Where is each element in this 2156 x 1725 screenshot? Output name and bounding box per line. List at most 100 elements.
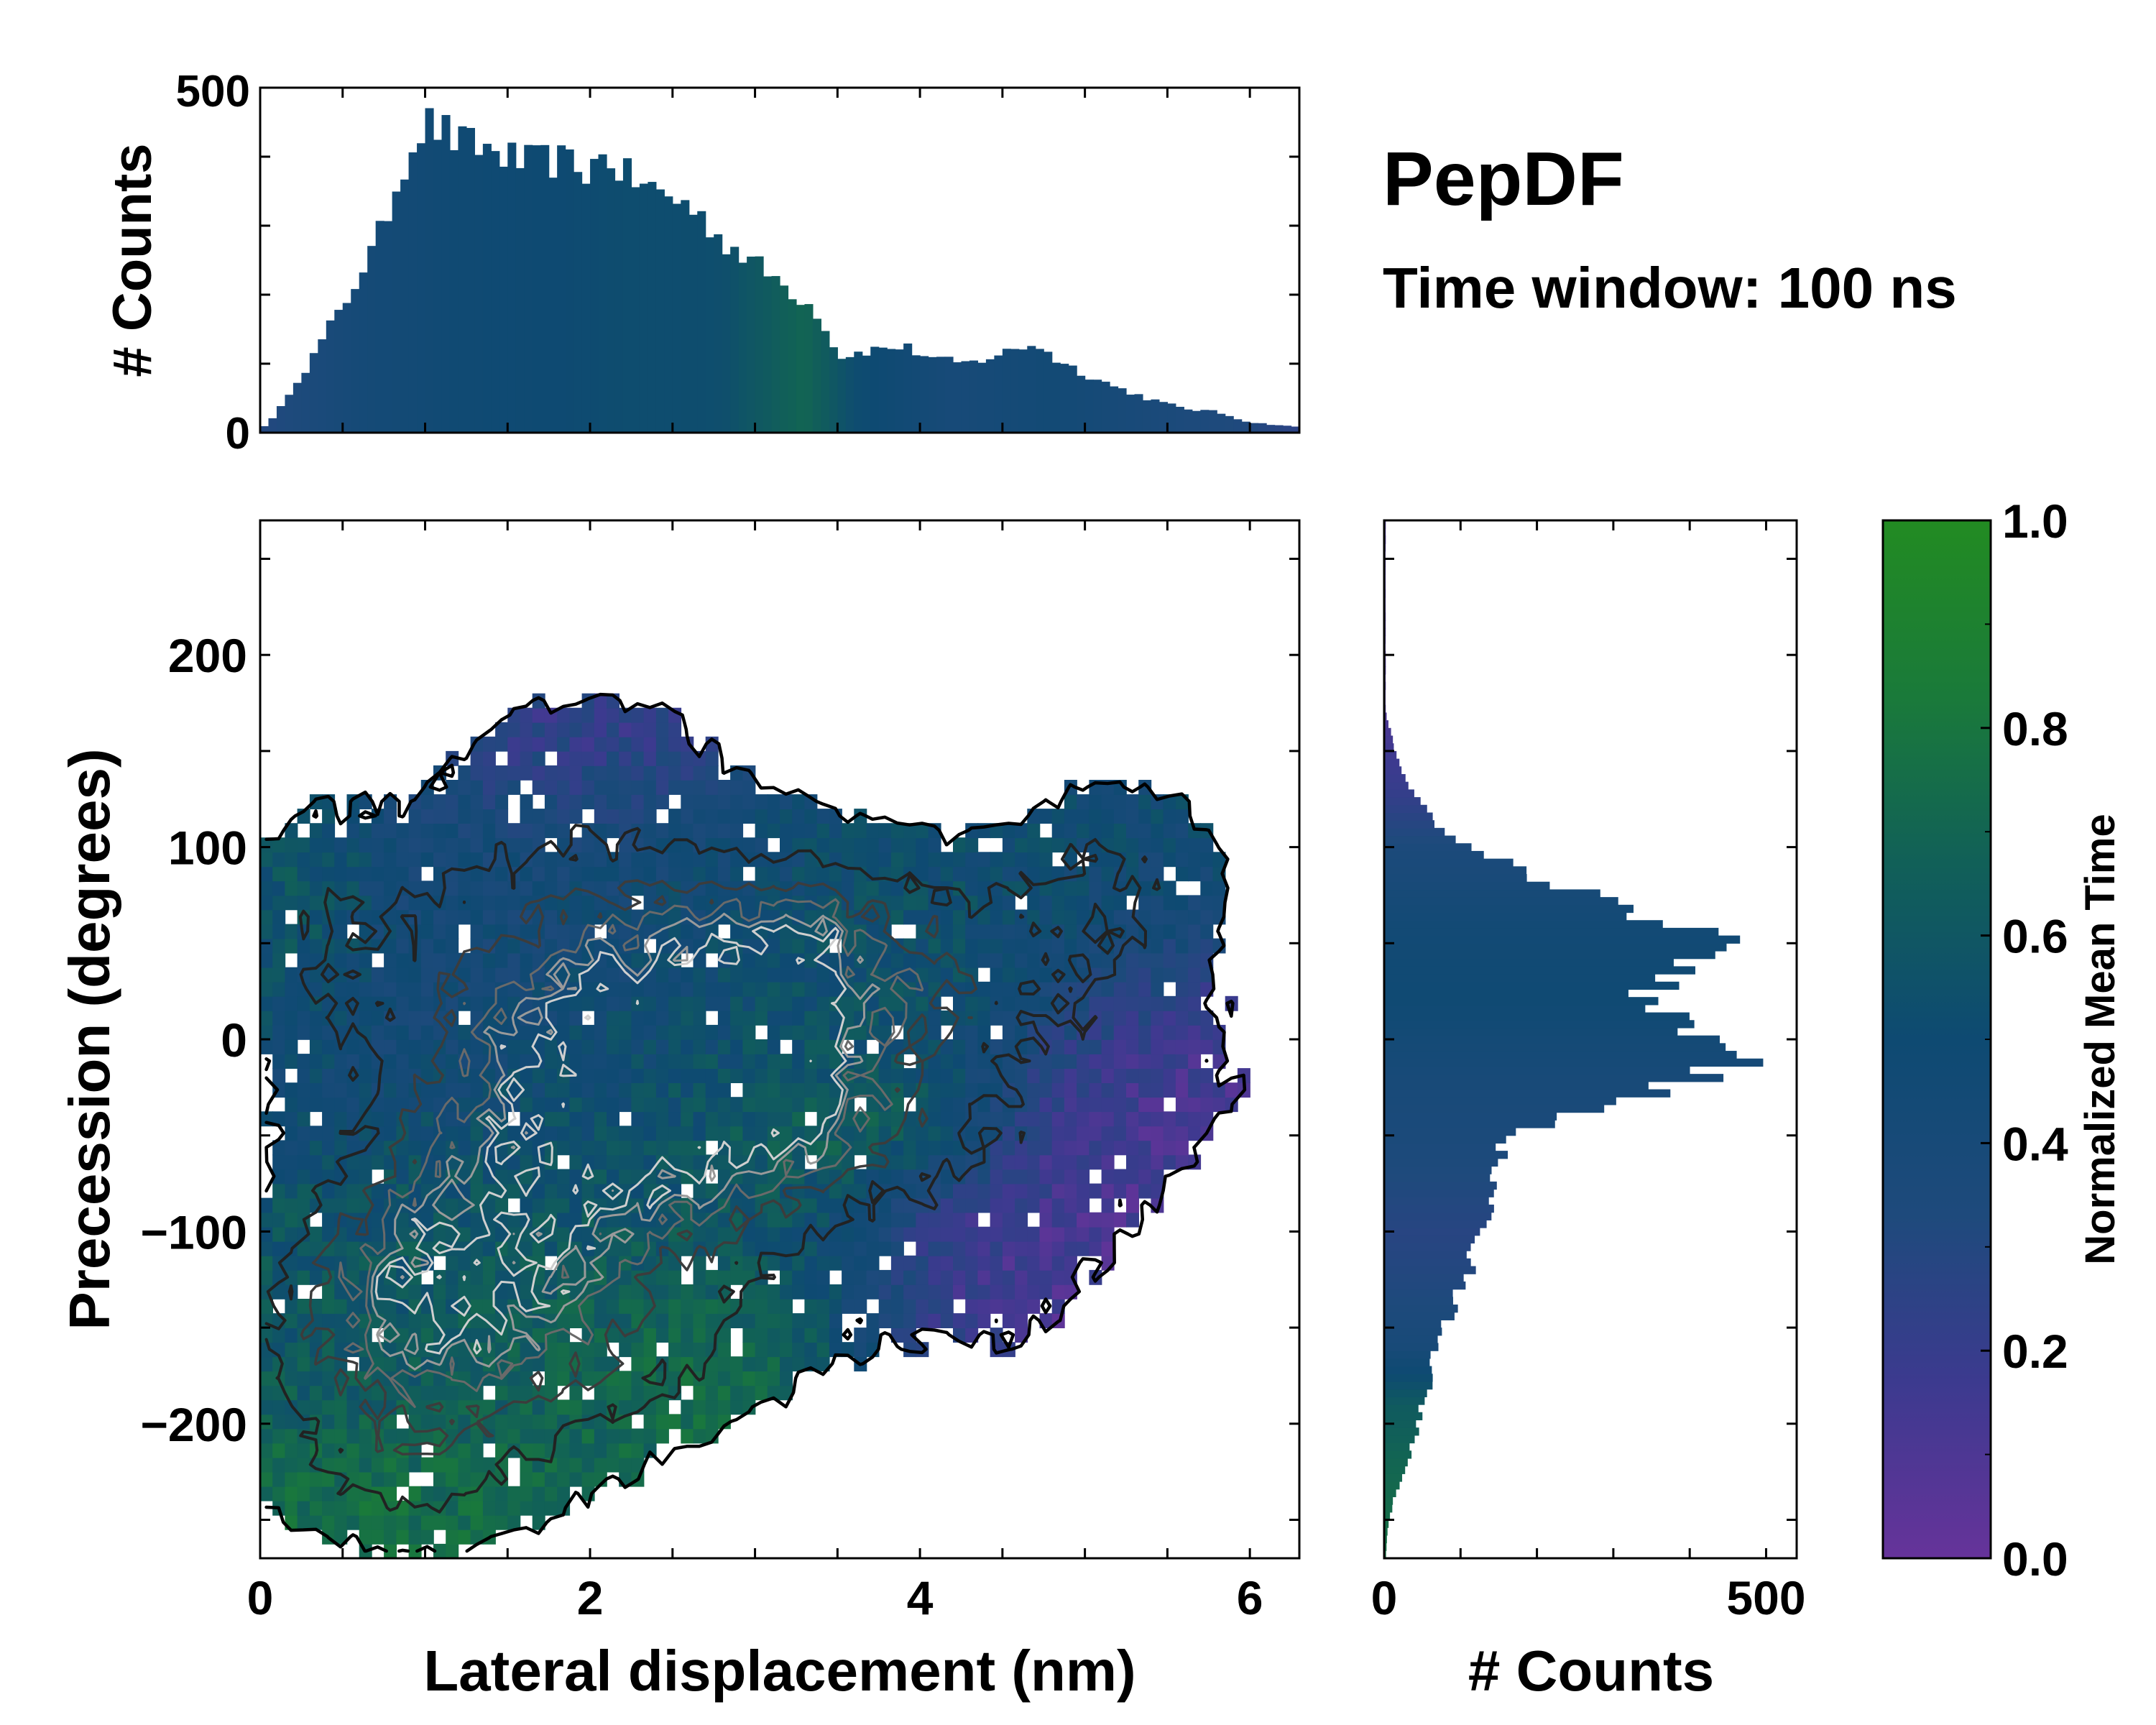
heatmap-cell — [322, 1212, 336, 1228]
heatmap-cell — [903, 1226, 917, 1242]
heatmap-cell — [903, 1313, 917, 1328]
heatmap-cell — [890, 1328, 904, 1343]
heatmap-cell — [631, 1241, 645, 1256]
heatmap-cell — [557, 1486, 571, 1501]
heatmap-cell — [730, 1269, 744, 1285]
heatmap-cell — [619, 809, 632, 824]
right-bar — [1384, 1420, 1416, 1428]
heatmap-cell — [780, 880, 793, 896]
heatmap-cell — [928, 866, 941, 882]
heatmap-cell — [309, 981, 323, 997]
heatmap-cell — [557, 1313, 571, 1328]
heatmap-cell — [408, 981, 422, 997]
heatmap-cell — [643, 1197, 657, 1213]
heatmap-cell — [1051, 809, 1065, 824]
heatmap-cell — [520, 1428, 533, 1444]
heatmap-cell — [322, 866, 336, 882]
heatmap-cell — [631, 1097, 645, 1113]
heatmap-cell — [940, 1010, 954, 1026]
heatmap-cell — [285, 1010, 298, 1026]
heatmap-cell — [470, 1097, 484, 1113]
heatmap-cell — [594, 1457, 607, 1473]
heatmap-cell — [384, 1054, 397, 1069]
heatmap-cell — [1212, 880, 1226, 896]
heatmap-cell — [693, 852, 706, 868]
heatmap-cell — [631, 765, 645, 781]
heatmap-cell — [371, 1284, 384, 1300]
heatmap-cell — [916, 1241, 929, 1256]
heatmap-cell — [1077, 1054, 1090, 1069]
heatmap-cell — [816, 995, 830, 1011]
heatmap-cell — [607, 1054, 619, 1069]
top-bar — [268, 418, 277, 433]
heatmap-cell — [371, 1226, 384, 1242]
heatmap-cell — [359, 981, 372, 997]
heatmap-cell — [334, 1082, 348, 1098]
right-bar — [1384, 881, 1550, 891]
heatmap-cell — [272, 981, 286, 997]
heatmap-cell — [1002, 895, 1015, 911]
heatmap-cell — [1002, 1126, 1015, 1141]
heatmap-cell — [420, 1313, 434, 1328]
heatmap-cell — [1113, 1212, 1127, 1228]
heatmap-cell — [285, 1313, 298, 1328]
heatmap-cell — [767, 1356, 780, 1372]
right-bar — [1384, 827, 1445, 837]
heatmap-cell — [1101, 1054, 1115, 1069]
heatmap-cell — [420, 1024, 434, 1040]
heatmap-cell — [507, 1443, 521, 1458]
heatmap-cell — [1051, 1226, 1065, 1242]
heatmap-cell — [928, 938, 941, 954]
heatmap-cell — [965, 1169, 979, 1184]
heatmap-cell — [854, 1169, 867, 1184]
heatmap-cell — [965, 1212, 979, 1228]
heatmap-cell — [890, 837, 904, 853]
heatmap-cell — [866, 823, 880, 839]
heatmap-cell — [607, 1154, 619, 1170]
heatmap-cell — [1051, 880, 1065, 896]
heatmap-cell — [730, 1068, 744, 1083]
heatmap-cell — [520, 1068, 533, 1083]
right-bar — [1384, 1389, 1427, 1397]
heatmap-cell — [371, 909, 384, 925]
right-bar — [1384, 735, 1393, 744]
heatmap-cell — [322, 1140, 336, 1156]
heatmap-cell — [1027, 909, 1041, 925]
heatmap-cell — [990, 1097, 1003, 1113]
heatmap-cell — [619, 1399, 632, 1415]
heatmap-cell — [396, 1514, 410, 1530]
heatmap-cell — [977, 1197, 991, 1213]
heatmap-cell — [557, 765, 571, 781]
heatmap-cell — [322, 1068, 336, 1083]
heatmap-cell — [693, 924, 706, 939]
heatmap-cell — [829, 995, 842, 1011]
heatmap-cell — [742, 1399, 756, 1415]
top-bar — [714, 234, 723, 433]
heatmap-cell — [816, 952, 830, 968]
heatmap-cell — [643, 1054, 657, 1069]
heatmap-cell — [260, 995, 273, 1011]
heatmap-cell — [297, 880, 310, 896]
heatmap-cell — [458, 837, 471, 853]
heatmap-cell — [1113, 837, 1127, 853]
heatmap-cell — [470, 866, 484, 882]
heatmap-cell — [272, 880, 286, 896]
heatmap-cell — [557, 707, 571, 723]
heatmap-cell — [681, 866, 694, 882]
heatmap-cell — [681, 995, 694, 1011]
heatmap-cell — [977, 1299, 991, 1314]
heatmap-cell — [1027, 852, 1041, 868]
heatmap-cell — [643, 1126, 657, 1141]
heatmap-cell — [1151, 809, 1164, 824]
heatmap-cell — [1200, 895, 1214, 911]
heatmap-cell — [260, 1241, 273, 1256]
heatmap-cell — [532, 1428, 545, 1444]
heatmap-cell — [346, 1428, 360, 1444]
heatmap-cell — [767, 1010, 780, 1026]
heatmap-cell — [780, 1255, 793, 1271]
heatmap-cell — [792, 866, 806, 882]
right-bar — [1384, 1450, 1412, 1459]
heatmap-cell — [544, 1039, 558, 1054]
heatmap-cell — [260, 1039, 273, 1054]
heatmap-cell — [1126, 981, 1139, 997]
